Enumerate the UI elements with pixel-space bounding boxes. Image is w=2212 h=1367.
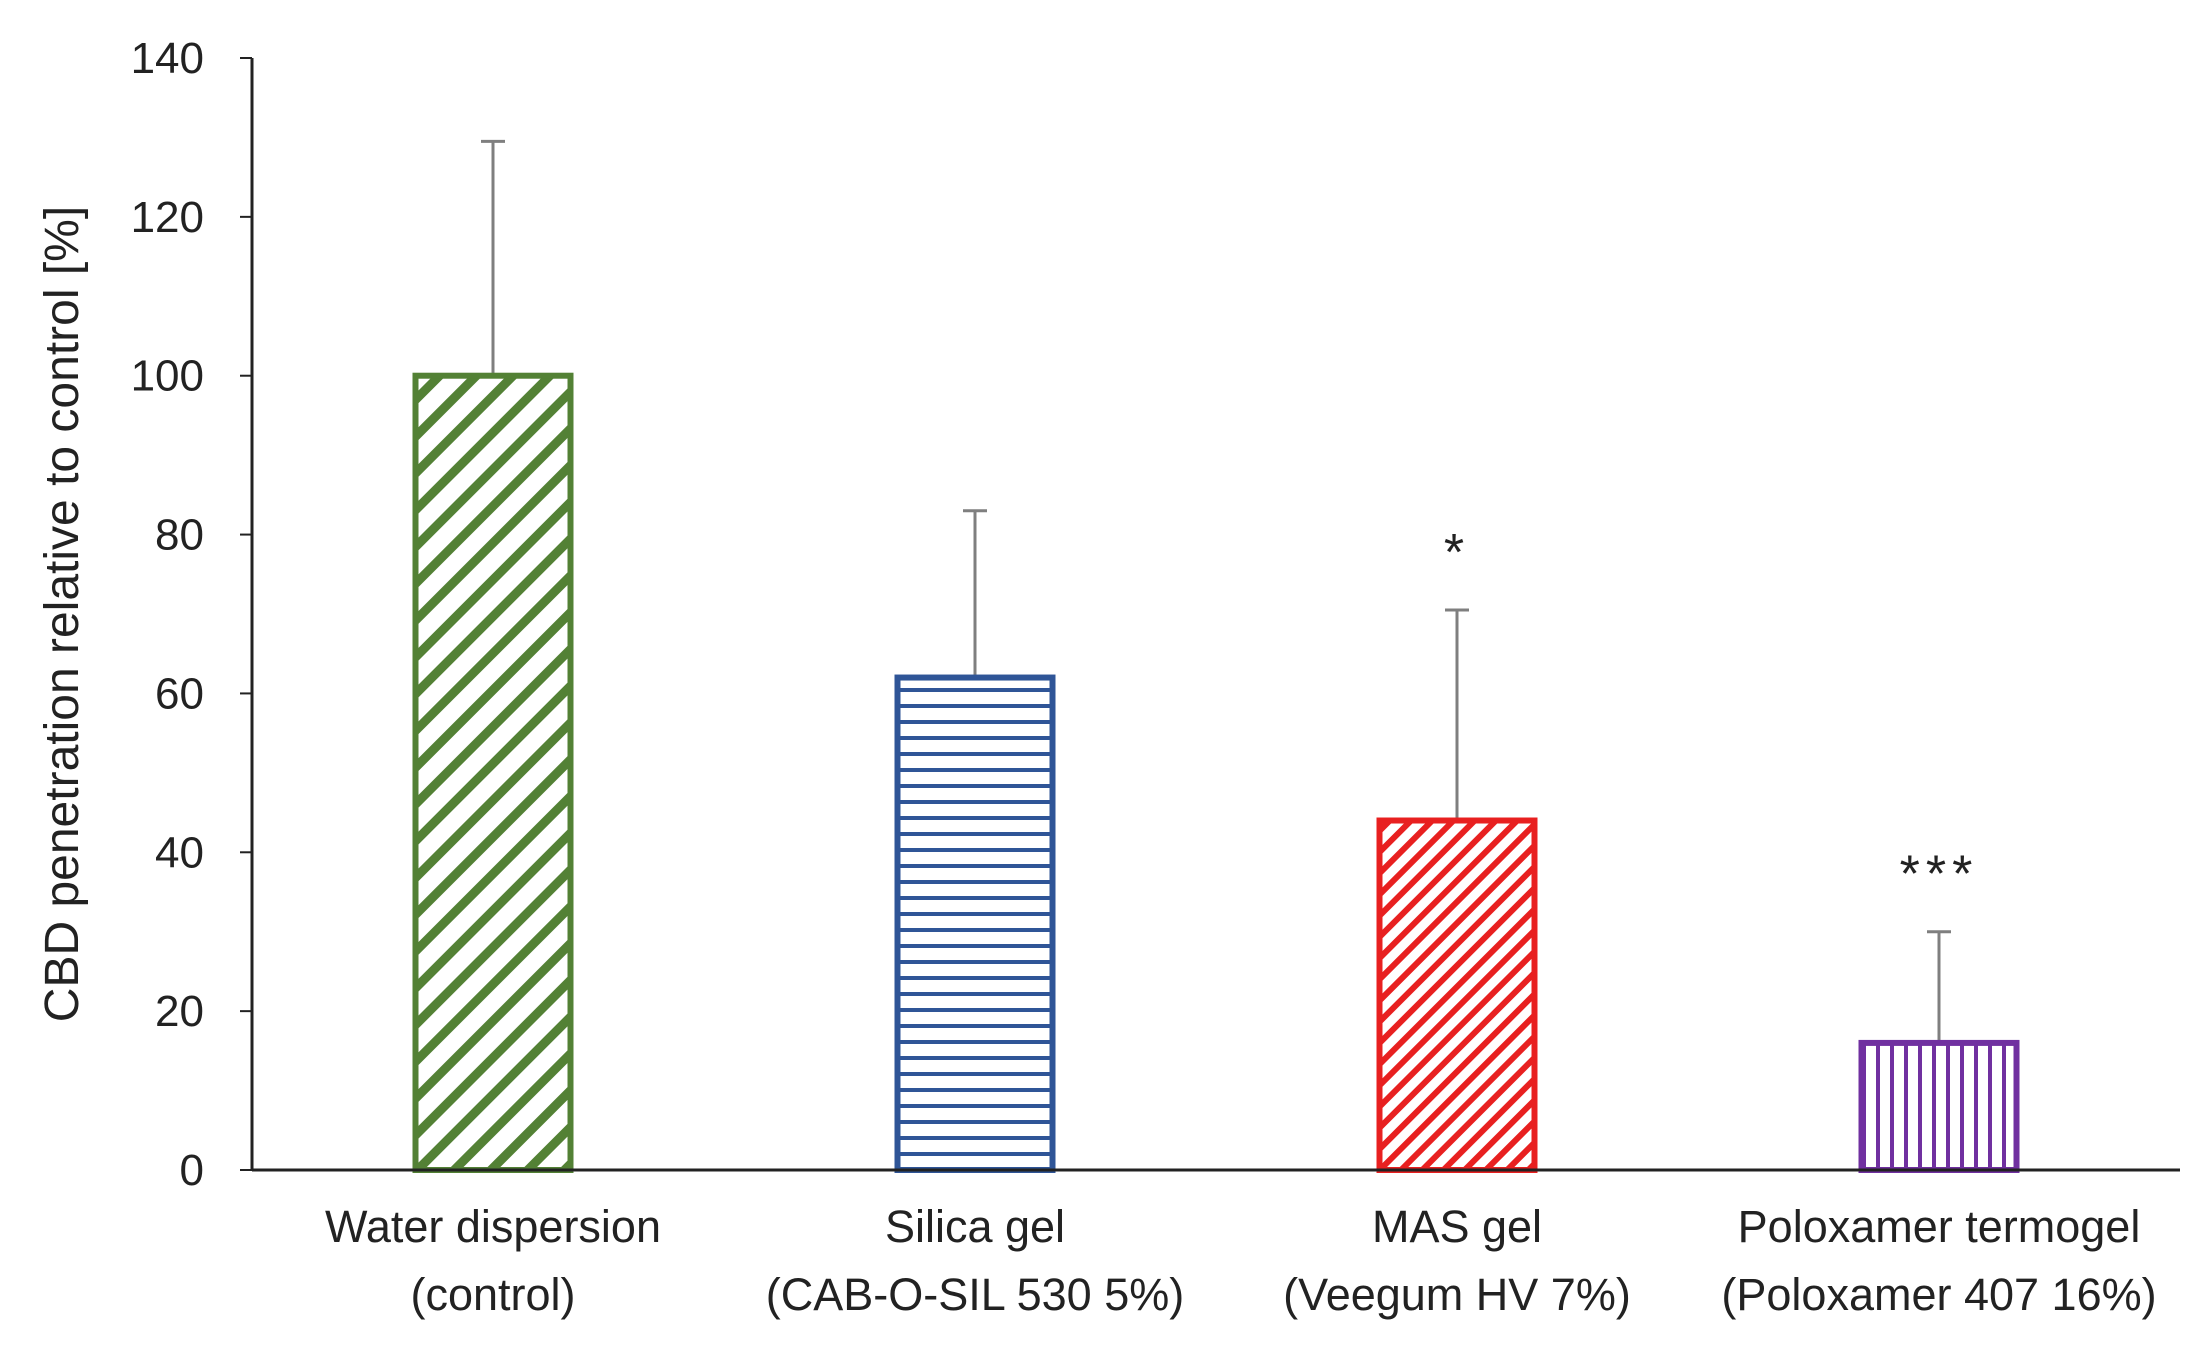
y-axis-title: CBD penetration relative to control [%] [36, 206, 89, 1022]
y-tick-label: 100 [131, 352, 204, 401]
bar [1858, 1039, 2020, 1174]
category-label-line1: Poloxamer termogel [1738, 1201, 2141, 1252]
significance-marker: *** [1900, 846, 1979, 904]
bar [894, 674, 1056, 1173]
category-label-line2: (Poloxamer 407 16%) [1721, 1269, 2156, 1320]
category-label-line1: MAS gel [1372, 1201, 1542, 1252]
bar [1376, 817, 1538, 1173]
category-label-line1: Water dispersion [325, 1201, 661, 1252]
y-tick-label: 0 [180, 1146, 204, 1195]
y-tick-label: 140 [131, 34, 204, 83]
y-tick-label: 40 [155, 828, 204, 877]
bar [412, 372, 574, 1173]
category-label-line2: (CAB-O-SIL 530 5%) [766, 1269, 1184, 1320]
y-tick-label: 120 [131, 193, 204, 242]
y-tick-label: 20 [155, 987, 204, 1036]
category-label-line2: (control) [410, 1269, 575, 1320]
y-tick-label: 80 [155, 511, 204, 560]
significance-marker: * [1444, 524, 1470, 582]
y-tick-label: 60 [155, 669, 204, 718]
category-label-line2: (Veegum HV 7%) [1283, 1269, 1631, 1320]
category-label-line1: Silica gel [885, 1201, 1065, 1252]
